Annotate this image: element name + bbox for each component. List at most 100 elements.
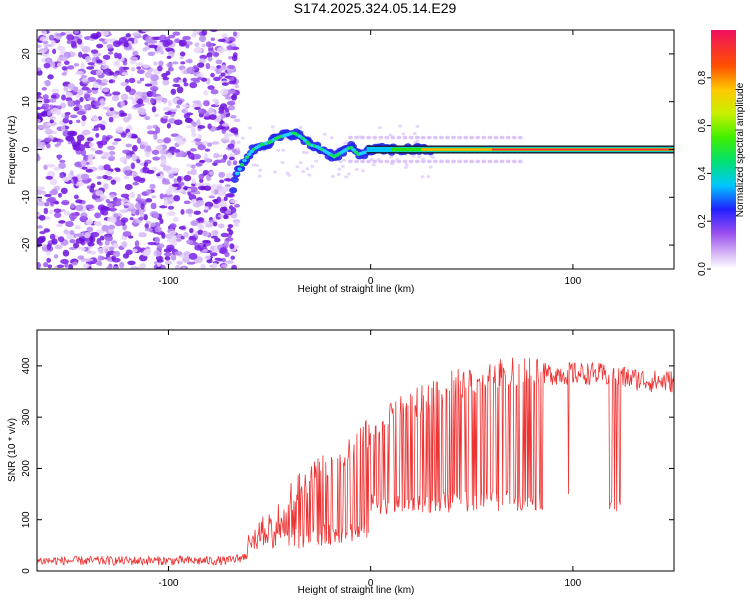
- spectrogram-cell: [199, 54, 208, 60]
- spectrogram-cell: [68, 263, 74, 269]
- spectrogram-cell: [101, 224, 109, 232]
- spectrogram-cell: [125, 143, 133, 148]
- spectrogram-cell: [67, 83, 74, 89]
- spectrogram-cell: [185, 43, 190, 49]
- spectrogram-cell: [104, 240, 110, 246]
- spectrogram-cell: [67, 100, 74, 108]
- spectrogram-cell: [45, 175, 54, 180]
- spectrogram-cell: [38, 196, 43, 202]
- spectrogram-cell: [227, 143, 235, 149]
- figure-title: S174.2025.324.05.14.E29: [294, 0, 457, 16]
- spectrogram-cell: [146, 90, 154, 98]
- spectrogram-cell: [347, 135, 353, 140]
- spectrogram-cell: [156, 261, 161, 267]
- spectrogram-cell: [131, 135, 139, 139]
- spectrogram-cell: [102, 58, 107, 66]
- spectrogram-cell: [100, 156, 107, 160]
- spectrogram-cell: [329, 136, 334, 140]
- spectrogram-cell: [193, 79, 201, 83]
- spectrogram-cell: [98, 85, 103, 91]
- spectrogram-cell: [138, 216, 144, 221]
- spectrogram-cell: [135, 209, 140, 216]
- spectrogram-cell: [215, 59, 223, 65]
- spectrogram-cell: [191, 178, 196, 185]
- spectrogram-cell: [166, 62, 173, 68]
- spectrogram-cell: [511, 135, 517, 140]
- spectrogram-cell: [93, 221, 99, 225]
- colorbar-label: Normalized spectral amplitude: [735, 82, 746, 217]
- spectrogram-cell: [164, 39, 173, 46]
- spectrogram-cell: [64, 60, 70, 66]
- spectrogram-cell: [322, 132, 327, 136]
- spectrogram-cell: [188, 252, 198, 260]
- spectrogram-cell: [166, 211, 176, 217]
- spectrogram-cell: [203, 90, 208, 96]
- spectrogram-cell: [129, 217, 134, 221]
- spectrogram-cell: [310, 164, 315, 168]
- spectrogram-cell: [49, 104, 54, 110]
- spectrogram-cell: [156, 243, 165, 249]
- spectrogram-cell: [203, 185, 212, 191]
- spectrogram-cell: [360, 135, 366, 140]
- spectrogram-cell: [49, 233, 56, 240]
- spectrogram-cell: [286, 173, 291, 177]
- spectrogram-cell: [194, 244, 202, 251]
- spectrogram-cell: [226, 159, 232, 167]
- spectrogram-cell: [179, 51, 186, 57]
- spectrogram-cell: [92, 81, 99, 89]
- spectrogram-cell: [59, 174, 65, 179]
- spectrogram-cell: [438, 159, 444, 164]
- spectrogram-cell: [229, 76, 235, 82]
- spectrogram-cell: [37, 225, 43, 229]
- spectrogram-cell: [152, 156, 161, 161]
- spectrogram-cell: [493, 159, 499, 164]
- spectrogram-cell: [64, 111, 71, 116]
- spectrogram-cell: [66, 34, 75, 41]
- spectrogram-cell: [167, 200, 173, 205]
- spectrogram-cell: [63, 229, 70, 235]
- spectrogram-cell: [130, 162, 136, 170]
- spectrogram-cell: [147, 130, 156, 135]
- spectrogram-cell: [75, 199, 83, 204]
- spectrogram-cell: [137, 98, 144, 105]
- spectrogram-cell: [163, 115, 169, 120]
- spectrogram-cell: [173, 216, 179, 223]
- spectrogram-cell: [67, 130, 76, 137]
- spectrogram-cell: [219, 179, 225, 184]
- spectrogram-cell: [82, 263, 90, 269]
- spectrogram-cell: [152, 88, 157, 95]
- spectrogram-cell: [105, 171, 113, 176]
- spectrogram-cell: [221, 257, 227, 263]
- spectrogram-cell: [220, 232, 229, 238]
- spectrogram-cell: [100, 120, 107, 126]
- spectrogram-cell: [218, 110, 225, 114]
- spectrogram-cell: [73, 177, 78, 185]
- spectrogram-cell: [420, 175, 425, 179]
- spectrogram-cell: [196, 76, 203, 81]
- spectrogram-cell: [219, 103, 228, 110]
- spectrogram-cell: [143, 214, 148, 221]
- spectrogram-cell: [195, 183, 202, 187]
- spectrogram-cell: [169, 231, 177, 236]
- spectrogram-cell: [90, 183, 96, 189]
- spectrogram-cell: [201, 30, 208, 36]
- spectrogram-xtick-label: -100: [158, 276, 178, 287]
- spectrogram-cell: [183, 251, 191, 257]
- spectrogram-cell: [47, 74, 54, 80]
- spectrogram-cell: [445, 159, 451, 164]
- spectrogram-cell: [154, 236, 161, 244]
- spectrogram-cell: [191, 132, 197, 137]
- spectrogram-cell: [226, 227, 232, 232]
- spectrogram-cell: [354, 168, 359, 172]
- spectrogram-cell: [304, 151, 309, 155]
- spectrogram-cell: [167, 205, 175, 210]
- spectrogram-cell: [37, 92, 42, 97]
- spectrogram-cell: [404, 162, 409, 166]
- spectrogram-cell: [206, 52, 213, 58]
- spectrogram-cell: [79, 97, 84, 103]
- spectrogram-cell: [61, 66, 68, 71]
- spectrogram-cell: [237, 167, 242, 171]
- spectrogram-cell: [159, 193, 165, 200]
- spectrogram-cell: [229, 187, 238, 194]
- spectrogram-cell: [60, 31, 66, 36]
